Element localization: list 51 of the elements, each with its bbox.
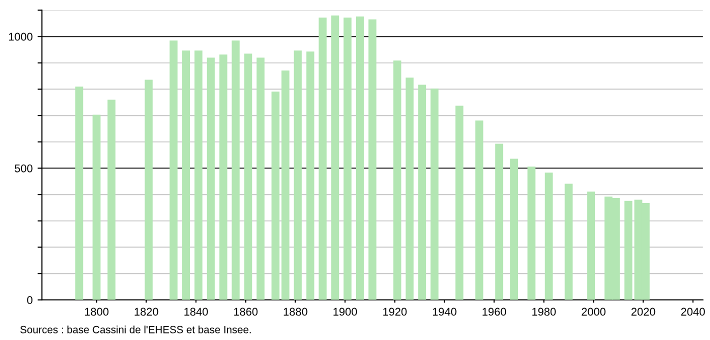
- x-tick-label: 1800: [85, 308, 108, 316]
- bar: [587, 192, 596, 300]
- y-tick-label: 0: [27, 296, 32, 304]
- bar: [527, 166, 536, 300]
- x-tick-label: 1940: [432, 308, 456, 316]
- bar: [206, 58, 215, 300]
- bar: [306, 52, 314, 300]
- bar: [356, 16, 364, 300]
- bar: [455, 106, 464, 300]
- bar: [510, 158, 518, 300]
- x-tick-label: 1840: [184, 308, 208, 316]
- bar: [495, 144, 504, 300]
- bar: [624, 200, 632, 300]
- bar: [170, 40, 178, 300]
- x-tick-label: 1880: [284, 308, 308, 316]
- source-note: Sources : base Cassini de l'EHESS et base Insee.: [20, 326, 251, 334]
- x-tick-label: 1960: [482, 308, 506, 316]
- bar: [393, 60, 402, 300]
- x-tick-label: 2020: [631, 308, 656, 316]
- bar: [564, 184, 573, 300]
- bar: [318, 18, 327, 300]
- bar: [331, 15, 340, 300]
- y-tick-label: 500: [14, 164, 32, 172]
- bar: [144, 80, 153, 300]
- bar: [256, 58, 265, 300]
- x-tick-label: 1900: [334, 308, 357, 316]
- bar: [272, 92, 280, 300]
- x-tick-label: 2000: [582, 308, 606, 316]
- bar: [244, 54, 252, 300]
- x-tick-label: 2040: [681, 308, 705, 316]
- bar: [430, 88, 438, 300]
- bar: [368, 19, 376, 300]
- x-tick-label: 1820: [134, 308, 158, 316]
- x-tick-label: 1980: [532, 308, 556, 316]
- bar: [294, 50, 302, 300]
- bar: [475, 120, 484, 300]
- bar: [406, 78, 414, 300]
- bar: [232, 40, 240, 300]
- bar: [107, 100, 116, 300]
- bar: [92, 114, 101, 300]
- bar: [75, 86, 84, 300]
- bar: [544, 172, 553, 300]
- y-tick-label: 1000: [8, 32, 32, 41]
- bar: [182, 50, 190, 300]
- x-tick-label: 1920: [383, 308, 407, 316]
- bar: [418, 84, 426, 300]
- bar: [219, 54, 228, 300]
- bar: [194, 50, 202, 300]
- bar: [344, 18, 352, 300]
- bar: [281, 70, 290, 300]
- x-tick-label: 1860: [234, 308, 258, 316]
